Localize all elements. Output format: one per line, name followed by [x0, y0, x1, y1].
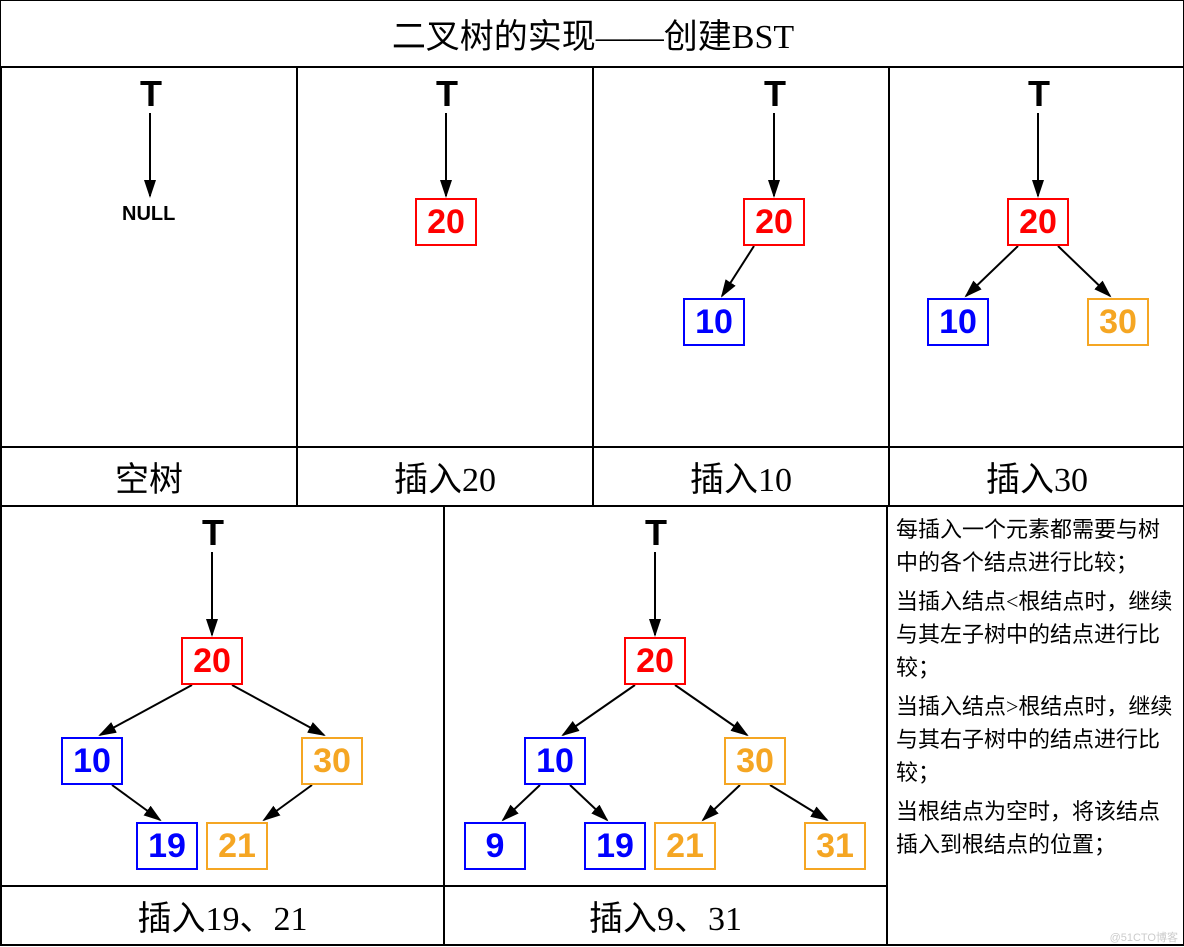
- row2-diagram-1: T 20 10 30 9 1921 31: [444, 506, 887, 886]
- row1-labels: 空树插入20插入10插入30: [1, 447, 1184, 506]
- t-label: T: [436, 73, 458, 115]
- tree-node: 10: [683, 298, 745, 346]
- t-label: T: [764, 73, 786, 115]
- row1-diagram-2: T 20 10: [593, 67, 889, 447]
- row1-label-3: 插入30: [889, 447, 1184, 506]
- row2-diagram-0: T 20 10 30 1921: [1, 506, 444, 886]
- null-label: NULL: [122, 203, 175, 226]
- tree-node: 10: [61, 737, 123, 785]
- tree-node: 30: [724, 737, 786, 785]
- row1-label-1: 插入20: [297, 447, 593, 506]
- tree-node: 20: [743, 198, 805, 246]
- t-label: T: [645, 512, 667, 554]
- explanation-line: 当插入结点>根结点时，继续与其右子树中的结点进行比较；: [896, 690, 1176, 789]
- row1-diagram-3: T 20 10 30: [889, 67, 1184, 447]
- explanation-line: 每插入一个元素都需要与树中的各个结点进行比较；: [896, 513, 1176, 579]
- tree-node: 10: [524, 737, 586, 785]
- explanation-line: 当插入结点<根结点时，继续与其左子树中的结点进行比较；: [896, 585, 1176, 684]
- tree-node: 21: [206, 822, 268, 870]
- watermark: @51CTO博客: [1110, 929, 1178, 945]
- tree-node: 19: [136, 822, 198, 870]
- row2-label-1: 插入9、31: [444, 886, 887, 945]
- tree-node: 21: [654, 822, 716, 870]
- tree-node: 30: [301, 737, 363, 785]
- tree-node: 19: [584, 822, 646, 870]
- t-label: T: [140, 73, 162, 115]
- tree-node: 20: [624, 637, 686, 685]
- row2: T2010301921 T2010309192131 每插入一个元素都需要与树中…: [1, 506, 1184, 945]
- row1-diagrams: T NULL T 20 T 20 10 T 20 10 30: [1, 67, 1184, 447]
- explanation-cell: 每插入一个元素都需要与树中的各个结点进行比较；当插入结点<根结点时，继续与其左子…: [887, 506, 1184, 945]
- tree-node: 10: [927, 298, 989, 346]
- row1-label-2: 插入10: [593, 447, 889, 506]
- title: 二叉树的实现——创建BST: [1, 1, 1184, 67]
- bst-diagram-grid: 二叉树的实现——创建BST T NULL T 20 T 20 10 T 20 10 30 空树插入2…: [0, 0, 1184, 946]
- explanation-line: 当根结点为空时，将该结点插入到根结点的位置；: [896, 795, 1176, 861]
- row1-label-0: 空树: [1, 447, 297, 506]
- tree-node: 20: [181, 637, 243, 685]
- t-label: T: [1028, 73, 1050, 115]
- tree-node: 20: [415, 198, 477, 246]
- t-label: T: [202, 512, 224, 554]
- row1-diagram-0: T NULL: [1, 67, 297, 447]
- tree-node: 30: [1087, 298, 1149, 346]
- tree-node: 31: [804, 822, 866, 870]
- row2-label-0: 插入19、21: [1, 886, 444, 945]
- tree-node: 20: [1007, 198, 1069, 246]
- tree-node: 9: [464, 822, 526, 870]
- row1-diagram-1: T 20: [297, 67, 593, 447]
